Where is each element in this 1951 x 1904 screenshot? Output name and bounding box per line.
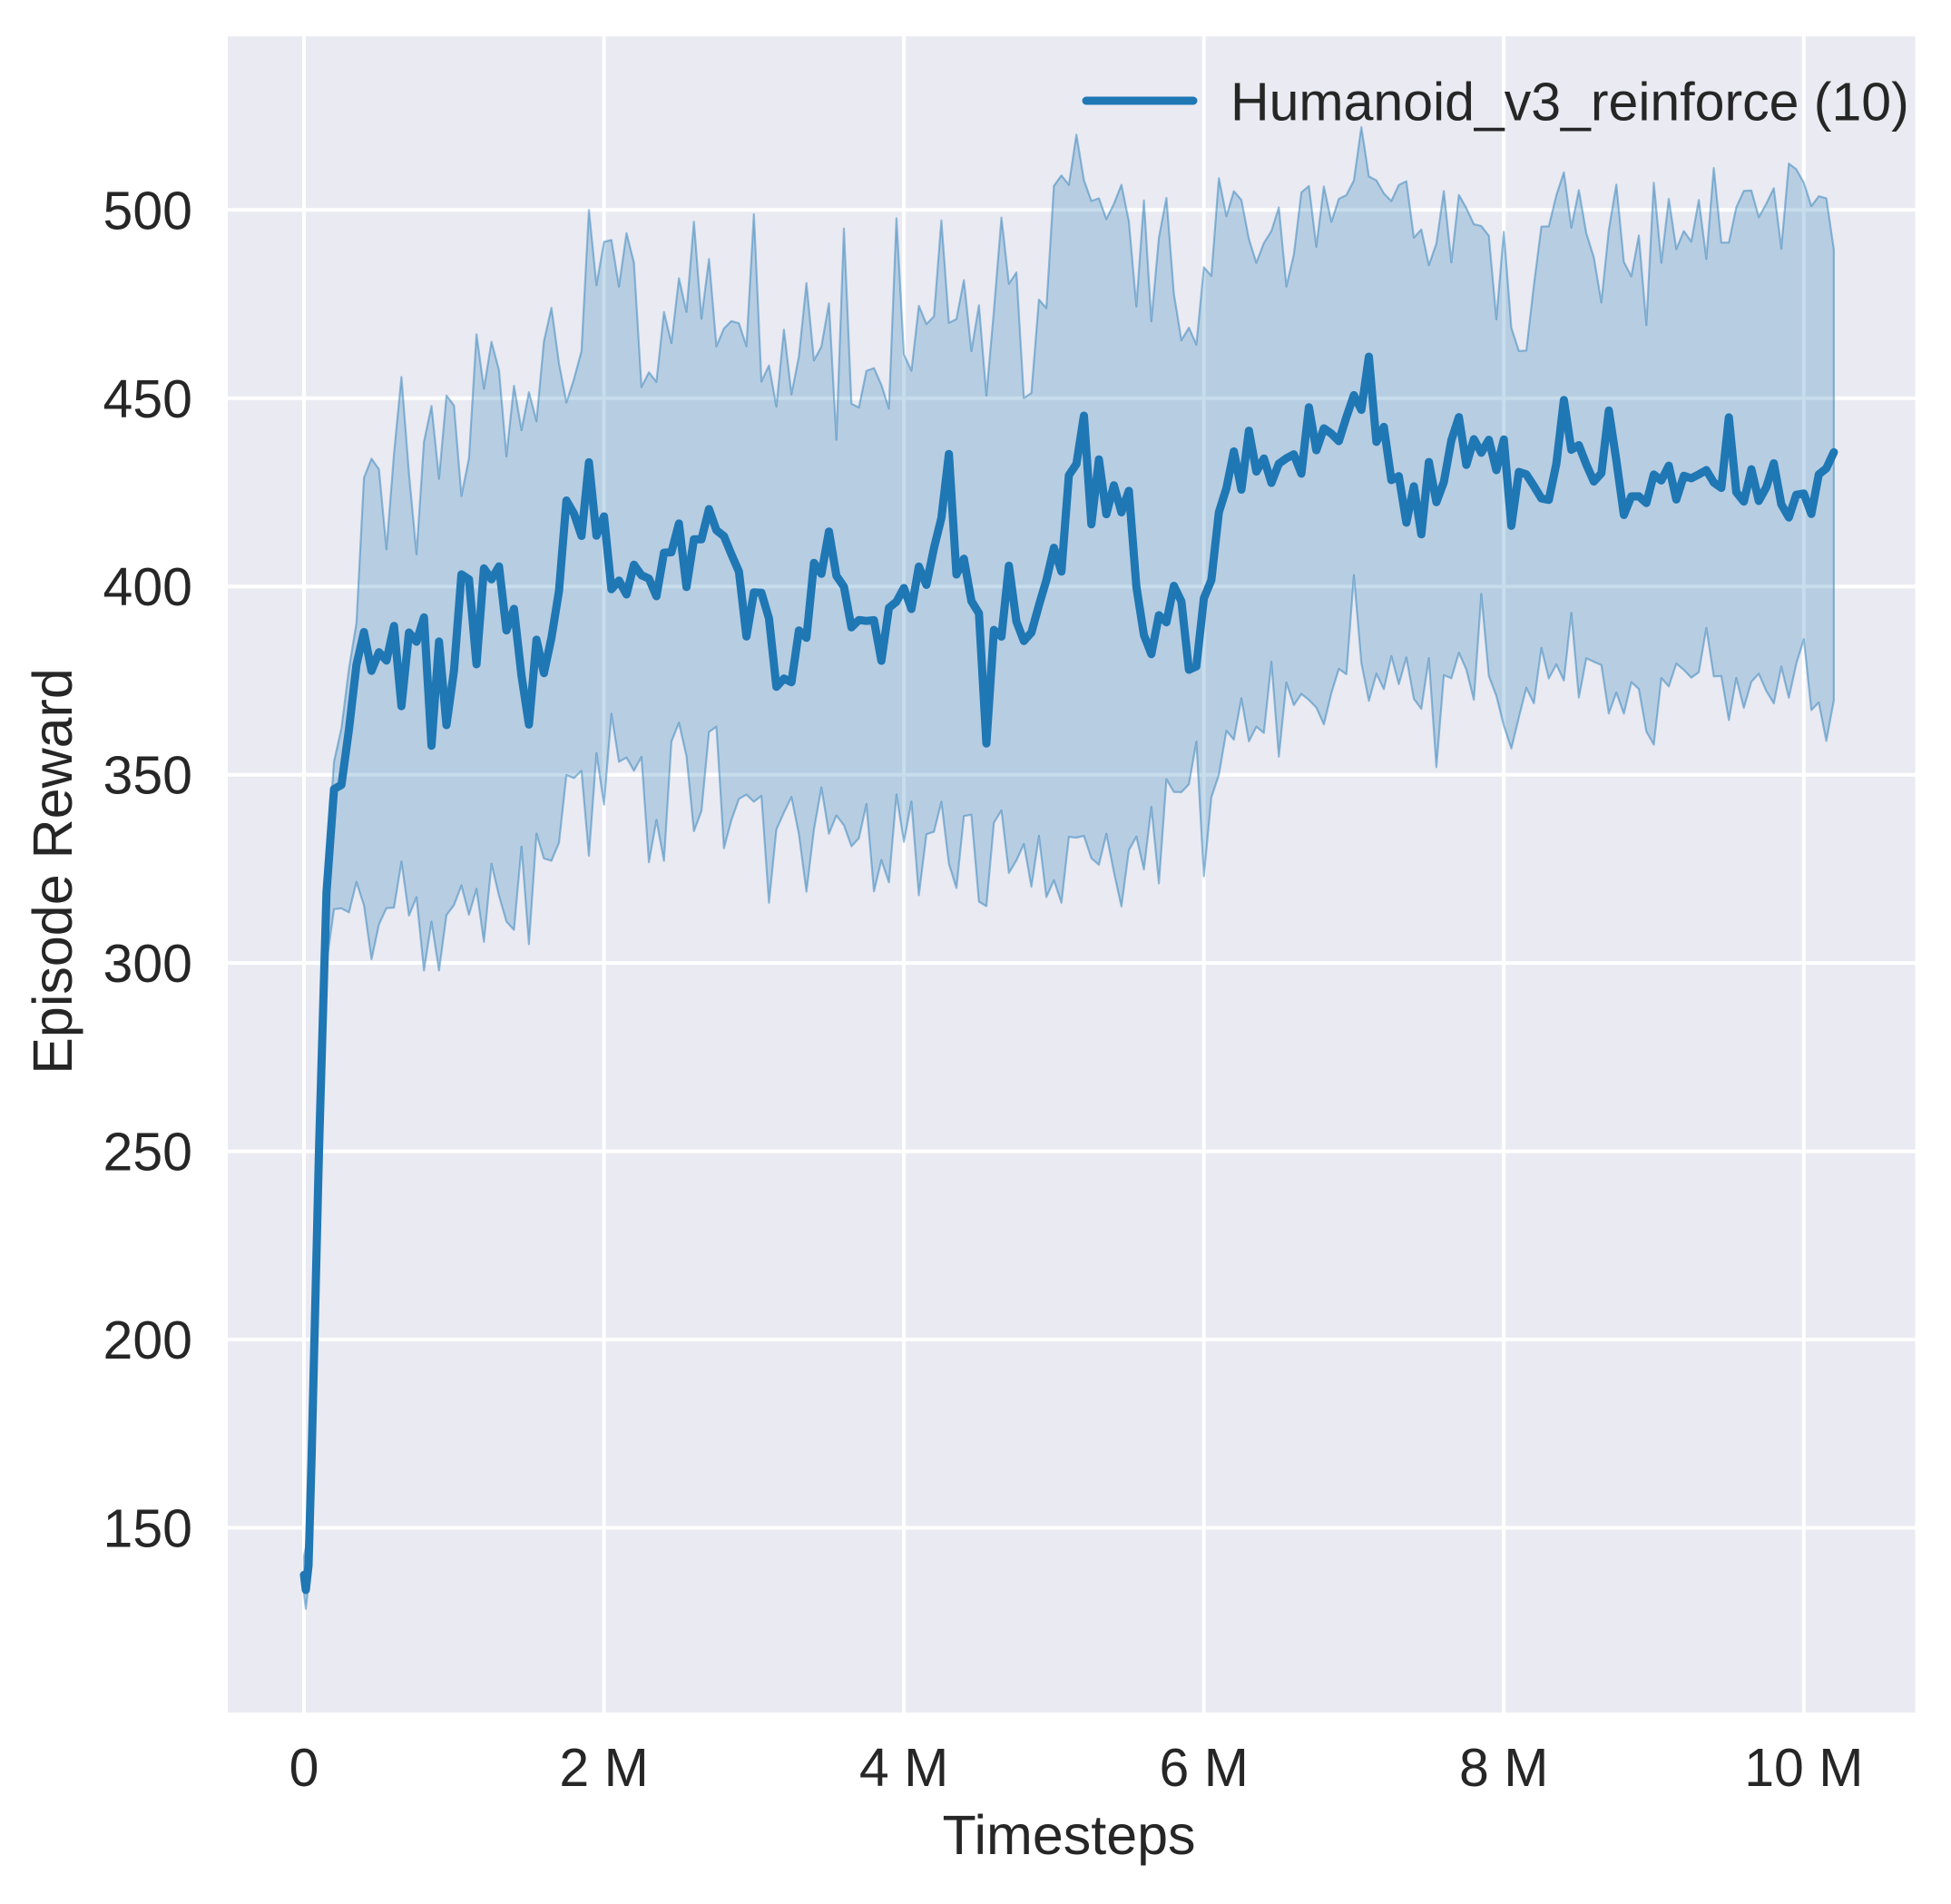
svg-text:4 M: 4 M [859, 1738, 948, 1798]
svg-text:450: 450 [103, 369, 192, 429]
svg-text:150: 150 [103, 1499, 192, 1559]
svg-text:Humanoid_v3_reinforce (10): Humanoid_v3_reinforce (10) [1230, 73, 1909, 132]
svg-text:200: 200 [103, 1310, 192, 1370]
svg-text:400: 400 [103, 557, 192, 617]
svg-text:250: 250 [103, 1123, 192, 1183]
svg-text:8 M: 8 M [1459, 1738, 1548, 1798]
svg-text:500: 500 [103, 181, 192, 240]
svg-text:Episode Reward: Episode Reward [22, 668, 83, 1075]
svg-text:6 M: 6 M [1160, 1738, 1249, 1798]
svg-text:Timesteps: Timesteps [942, 1804, 1195, 1866]
svg-text:300: 300 [103, 934, 192, 994]
svg-text:350: 350 [103, 746, 192, 806]
svg-text:0: 0 [289, 1738, 319, 1798]
svg-text:10 M: 10 M [1744, 1738, 1863, 1798]
svg-text:2 M: 2 M [559, 1738, 648, 1798]
